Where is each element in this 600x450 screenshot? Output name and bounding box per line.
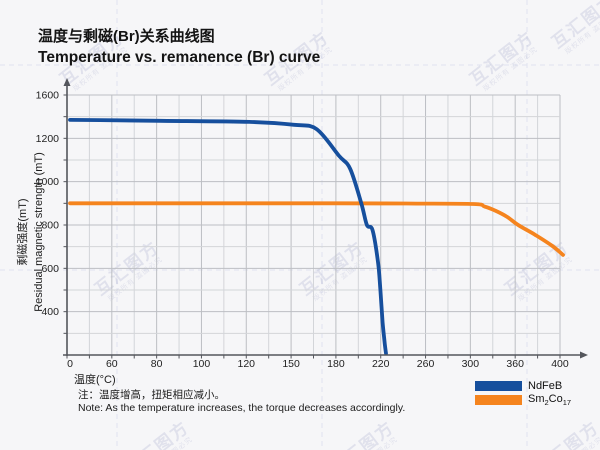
x-tick-label: 100 (193, 358, 211, 370)
x-tick-label: 80 (151, 358, 163, 370)
x-tick-label: 120 (238, 358, 256, 370)
curve-ndfeb (68, 118, 388, 356)
grid (66, 94, 561, 356)
axes (63, 78, 588, 359)
x-tick-label: 180 (327, 358, 345, 370)
x-tick-label: 260 (417, 358, 435, 370)
legend-swatch-sm2co17 (475, 395, 522, 405)
legend-label-sm2co17: Sm2Co17 (528, 392, 572, 408)
y-axis-label-zh: 剩磁强度(mT) (17, 198, 29, 266)
x-axis-label: 温度(°C) (74, 374, 116, 386)
x-tick-label: 360 (506, 358, 524, 370)
legend-item-sm2co17: Sm2Co17 (475, 393, 571, 407)
page-title-zh: 温度与剩磁(Br)关系曲线图 (38, 28, 215, 45)
y-tick-label: 800 (41, 219, 59, 231)
x-axis-arrow (580, 351, 588, 359)
footnote: 注：温度增高，扭矩相应减小。 Note: As the temperature … (78, 389, 405, 415)
y-axis-label-en: Residual magnetic strength (mT) (33, 152, 45, 312)
footnote-zh: 注：温度增高，扭矩相应减小。 (78, 389, 225, 401)
x-tick-label: 300 (462, 358, 480, 370)
y-tick-label: 1600 (36, 90, 60, 102)
x-tick-label: 150 (282, 358, 300, 370)
footnote-en: Note: As the temperature increases, the … (78, 402, 406, 414)
x-tick-label: 220 (372, 358, 390, 370)
y-tick-label: 1000 (36, 176, 60, 188)
legend: NdFeB Sm2Co17 (475, 379, 571, 407)
y-tick-label: 1200 (36, 133, 60, 145)
y-axis-arrow (63, 78, 71, 86)
legend-swatch-ndfeb (475, 381, 522, 391)
x-tick-label: 0 (67, 358, 73, 370)
x-tick-label: 400 (551, 358, 569, 370)
x-tick-label: 60 (106, 358, 118, 370)
y-tick-label: 400 (41, 306, 59, 318)
title-block: 温度与剩磁(Br)关系曲线图 Temperature vs. remanence… (38, 27, 320, 69)
y-tick-label: 600 (41, 263, 59, 275)
curve-sm2co17 (68, 201, 565, 257)
legend-item-ndfeb: NdFeB (475, 379, 571, 393)
page-title-en: Temperature vs. remanence (Br) curve (38, 49, 321, 66)
legend-label-ndfeb: NdFeB (528, 380, 563, 392)
